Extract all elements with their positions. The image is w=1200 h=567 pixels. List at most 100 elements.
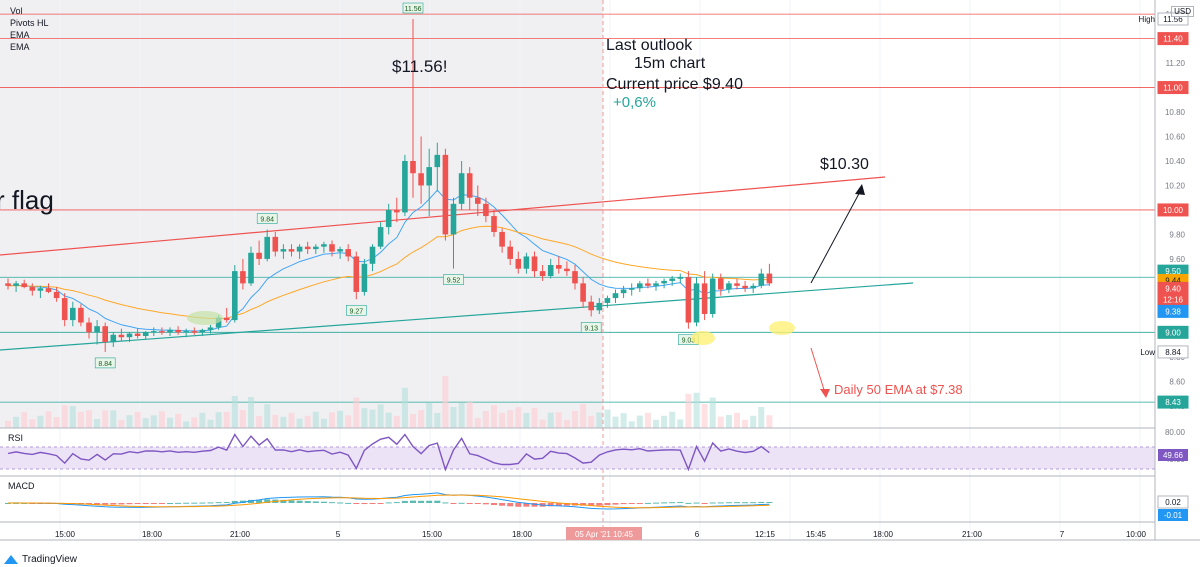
- candle-body: [402, 160, 408, 213]
- volume-bar: [102, 410, 109, 428]
- pivot-box: [580, 322, 602, 333]
- price-label: 10.20: [1165, 181, 1186, 190]
- candle-body: [337, 249, 343, 252]
- volume-bar: [612, 416, 619, 428]
- volume-bar: [725, 415, 732, 428]
- time-label: 7: [1060, 530, 1065, 539]
- macd-bar: [523, 503, 530, 507]
- volume-bar: [653, 419, 659, 428]
- macd-bar: [256, 499, 263, 503]
- brand-name: TradingView: [22, 554, 78, 565]
- candle-body: [394, 209, 400, 213]
- macd-bar: [353, 503, 360, 504]
- candle-body: [604, 298, 611, 303]
- target-label: $10.30: [820, 156, 869, 173]
- price-tag-box: [1157, 345, 1189, 359]
- time-label: 5: [336, 530, 341, 539]
- legend-ema: EMA: [10, 42, 30, 52]
- macd-value-label: 0.02: [1165, 498, 1181, 507]
- candle-body: [628, 288, 635, 290]
- candle-body: [442, 154, 449, 235]
- volume-bar: [434, 413, 441, 428]
- macd-bar: [717, 502, 724, 504]
- candle-body: [499, 231, 505, 247]
- candle-body: [78, 307, 84, 323]
- candle-body: [321, 244, 327, 247]
- currency-label[interactable]: USD: [1171, 6, 1194, 17]
- time-label: 21:00: [230, 530, 251, 539]
- macd-bar: [361, 503, 368, 505]
- macd-bar: [596, 503, 603, 506]
- candle-body: [410, 160, 416, 174]
- candle-body: [620, 289, 627, 294]
- candle-body: [653, 283, 659, 286]
- macd-bar: [118, 503, 125, 505]
- macd-bar: [474, 503, 481, 504]
- volume-bar: [167, 417, 173, 428]
- macd-bar: [636, 503, 643, 504]
- candle-body: [588, 301, 594, 311]
- macd-signal-line: [8, 494, 770, 509]
- legend-ema: EMA: [10, 30, 30, 40]
- volume-bar: [750, 415, 757, 428]
- macd-bar: [482, 503, 489, 505]
- candle-body: [556, 265, 562, 269]
- macd-bar: [158, 503, 165, 504]
- candle-body: [596, 302, 603, 311]
- candle-body: [742, 285, 748, 289]
- candle-body: [531, 256, 538, 272]
- macd-bar: [620, 503, 627, 505]
- time-label: 18:00: [873, 530, 894, 539]
- candle-body: [685, 277, 692, 323]
- candle-body: [183, 331, 189, 333]
- candle-body: [272, 236, 279, 252]
- volume-bar: [272, 414, 279, 428]
- macd-bar: [134, 503, 141, 504]
- macd-bar: [199, 502, 206, 504]
- volume-bar: [734, 412, 740, 428]
- macd-bar: [677, 502, 684, 504]
- upper-trendline: [0, 176, 886, 256]
- tradingview-icon: [4, 555, 18, 564]
- macd-bar: [515, 503, 522, 507]
- volume-bar: [636, 415, 643, 428]
- candle-body: [369, 246, 376, 264]
- volume-bar: [94, 419, 101, 428]
- highlight-marks: [187, 311, 795, 345]
- macd-line: [7, 492, 770, 510]
- volume-bar: [45, 411, 52, 428]
- candle-body: [280, 249, 287, 252]
- volume-bar: [304, 415, 311, 428]
- volume-bar: [701, 404, 708, 428]
- tradingview-logo[interactable]: TradingView: [4, 554, 77, 565]
- volume-bar: [685, 393, 692, 428]
- macd-bar: [377, 503, 384, 504]
- macd-bar: [231, 500, 238, 503]
- volume-bar: [183, 421, 190, 428]
- candle-body: [507, 246, 513, 259]
- macd-bar: [223, 502, 230, 504]
- volume-bar: [37, 415, 44, 428]
- highlight-ellipse: [187, 311, 223, 325]
- macd-bar: [296, 500, 303, 503]
- macd-bar: [369, 503, 376, 504]
- volume-bar: [628, 421, 635, 428]
- volume-bar: [118, 419, 125, 428]
- macd-bar: [410, 500, 416, 503]
- candle-body: [167, 329, 173, 333]
- volume-bar: [329, 412, 335, 428]
- candle-body: [450, 203, 457, 235]
- candle-body: [750, 285, 756, 289]
- price-tag-label: 11.56: [1163, 15, 1183, 24]
- time-cursor-label: 05 Apr '21 10:45: [575, 530, 634, 539]
- candle-body: [264, 236, 270, 259]
- macd-value-label: -0.01: [1164, 511, 1183, 520]
- volume-bar: [572, 411, 578, 428]
- price-label: 8.60: [1169, 377, 1185, 386]
- time-label: 6: [695, 530, 700, 539]
- price-label: 10.60: [1165, 133, 1186, 142]
- volume-bar: [499, 412, 506, 428]
- candle-body: [13, 283, 19, 286]
- macd-bar: [280, 499, 287, 503]
